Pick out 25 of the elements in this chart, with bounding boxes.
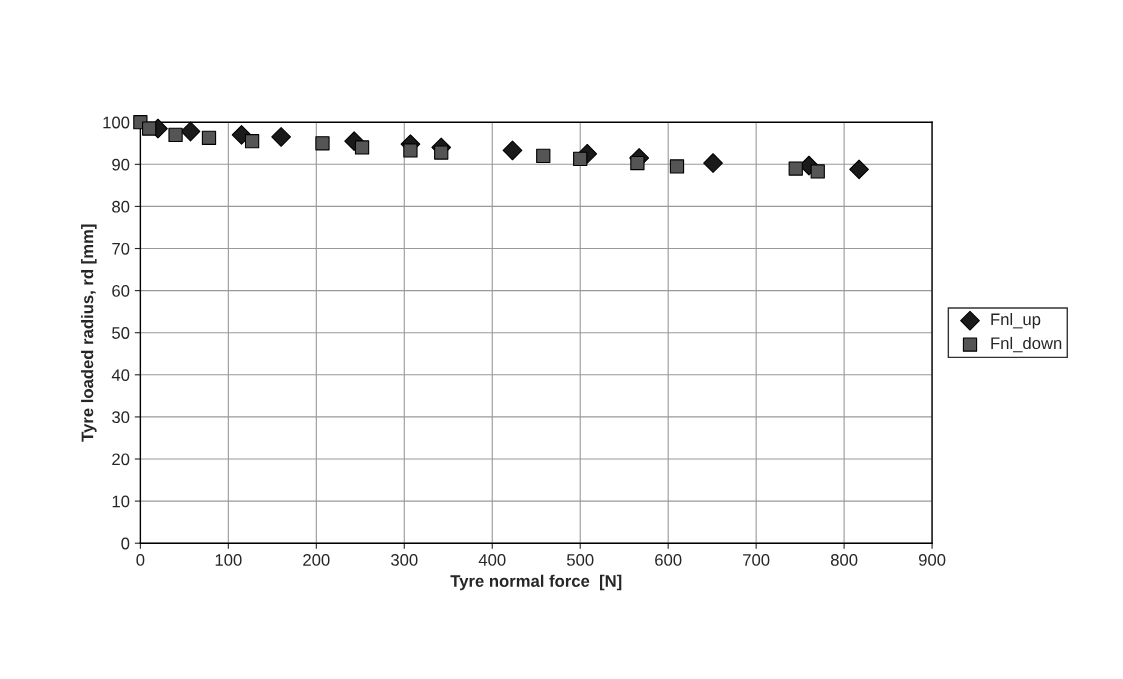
y-tick-label: 0	[121, 537, 130, 550]
y-tick-label: 40	[111, 369, 130, 382]
y-tick-label: 70	[112, 242, 130, 255]
y-tick-label: 10	[112, 495, 130, 508]
x-tick-label: 100	[215, 554, 242, 566]
y-tick-label: 60	[112, 285, 130, 297]
y-tick-label: 20	[112, 453, 130, 466]
x-tick-label: 900	[918, 554, 946, 566]
x-tick-label: 400	[478, 554, 506, 566]
y-axis-title: Tyre loaded radius, rd [mm]	[81, 224, 97, 442]
x-tick-label: 700	[743, 554, 770, 566]
x-tick-label: 200	[303, 554, 330, 566]
legend-label: Fnl_up	[991, 313, 1041, 329]
x-tick-label: 800	[830, 554, 858, 566]
y-tick-label: 80	[112, 200, 130, 213]
x-tick-label: 500	[566, 554, 594, 566]
x-tick-label: 600	[655, 554, 682, 566]
y-tick-label: 50	[112, 327, 130, 339]
x-tick-label: 300	[391, 554, 418, 566]
legend-label: Fnl_down	[991, 336, 1062, 353]
y-tick-label: 30	[112, 411, 130, 424]
x-tick-label: 0	[136, 554, 145, 566]
y-tick-label: 100	[103, 116, 130, 129]
y-tick-label: 90	[112, 158, 130, 171]
x-axis-title: Tyre normal force [N]	[450, 574, 622, 591]
